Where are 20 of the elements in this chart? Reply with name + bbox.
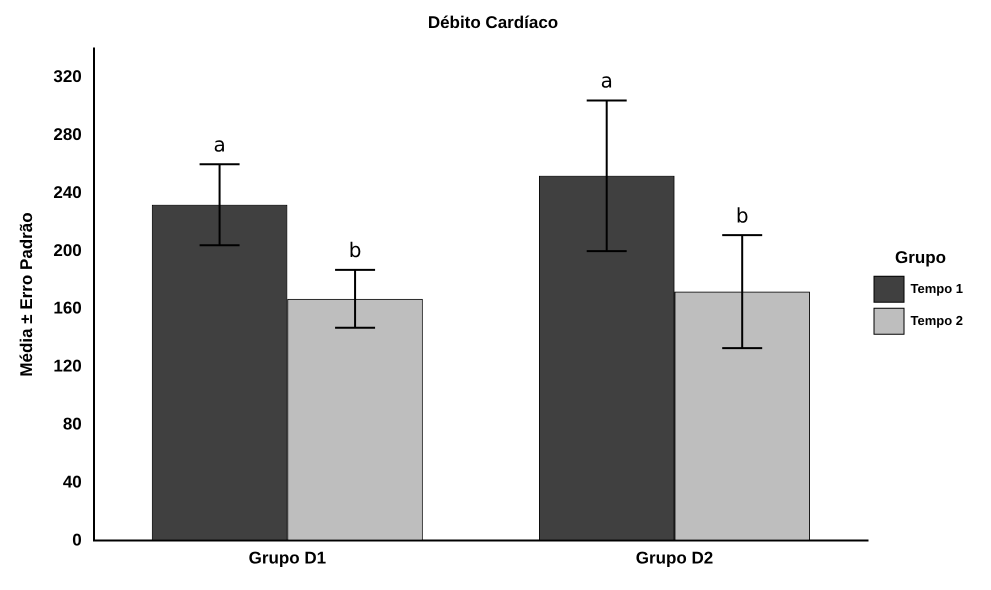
legend-label: Tempo 1: [910, 280, 964, 296]
annotation: b: [348, 238, 362, 262]
chart-title: Débito Cardíaco: [428, 12, 558, 32]
legend-label: Tempo 2: [910, 312, 964, 328]
annotation: a: [213, 132, 226, 156]
x-tick-label: Grupo D1: [248, 548, 326, 568]
x-tick-label: Grupo D2: [636, 548, 714, 568]
y-tick-label: 80: [62, 414, 82, 434]
annotation: a: [600, 68, 613, 93]
y-tick-label: 240: [53, 182, 82, 202]
y-tick-label: 0: [72, 530, 82, 550]
y-axis-title: Média ± Erro Padrão: [16, 212, 36, 377]
y-tick-label: 120: [53, 356, 82, 376]
annotation: b: [736, 203, 749, 228]
y-tick-label: 320: [53, 67, 82, 86]
y-tick-label: 280: [53, 124, 82, 144]
y-tick-label: 200: [53, 240, 82, 260]
legend-title: Grupo: [895, 248, 946, 267]
y-tick-label: 40: [62, 472, 82, 492]
y-tick-label: 160: [53, 298, 82, 318]
